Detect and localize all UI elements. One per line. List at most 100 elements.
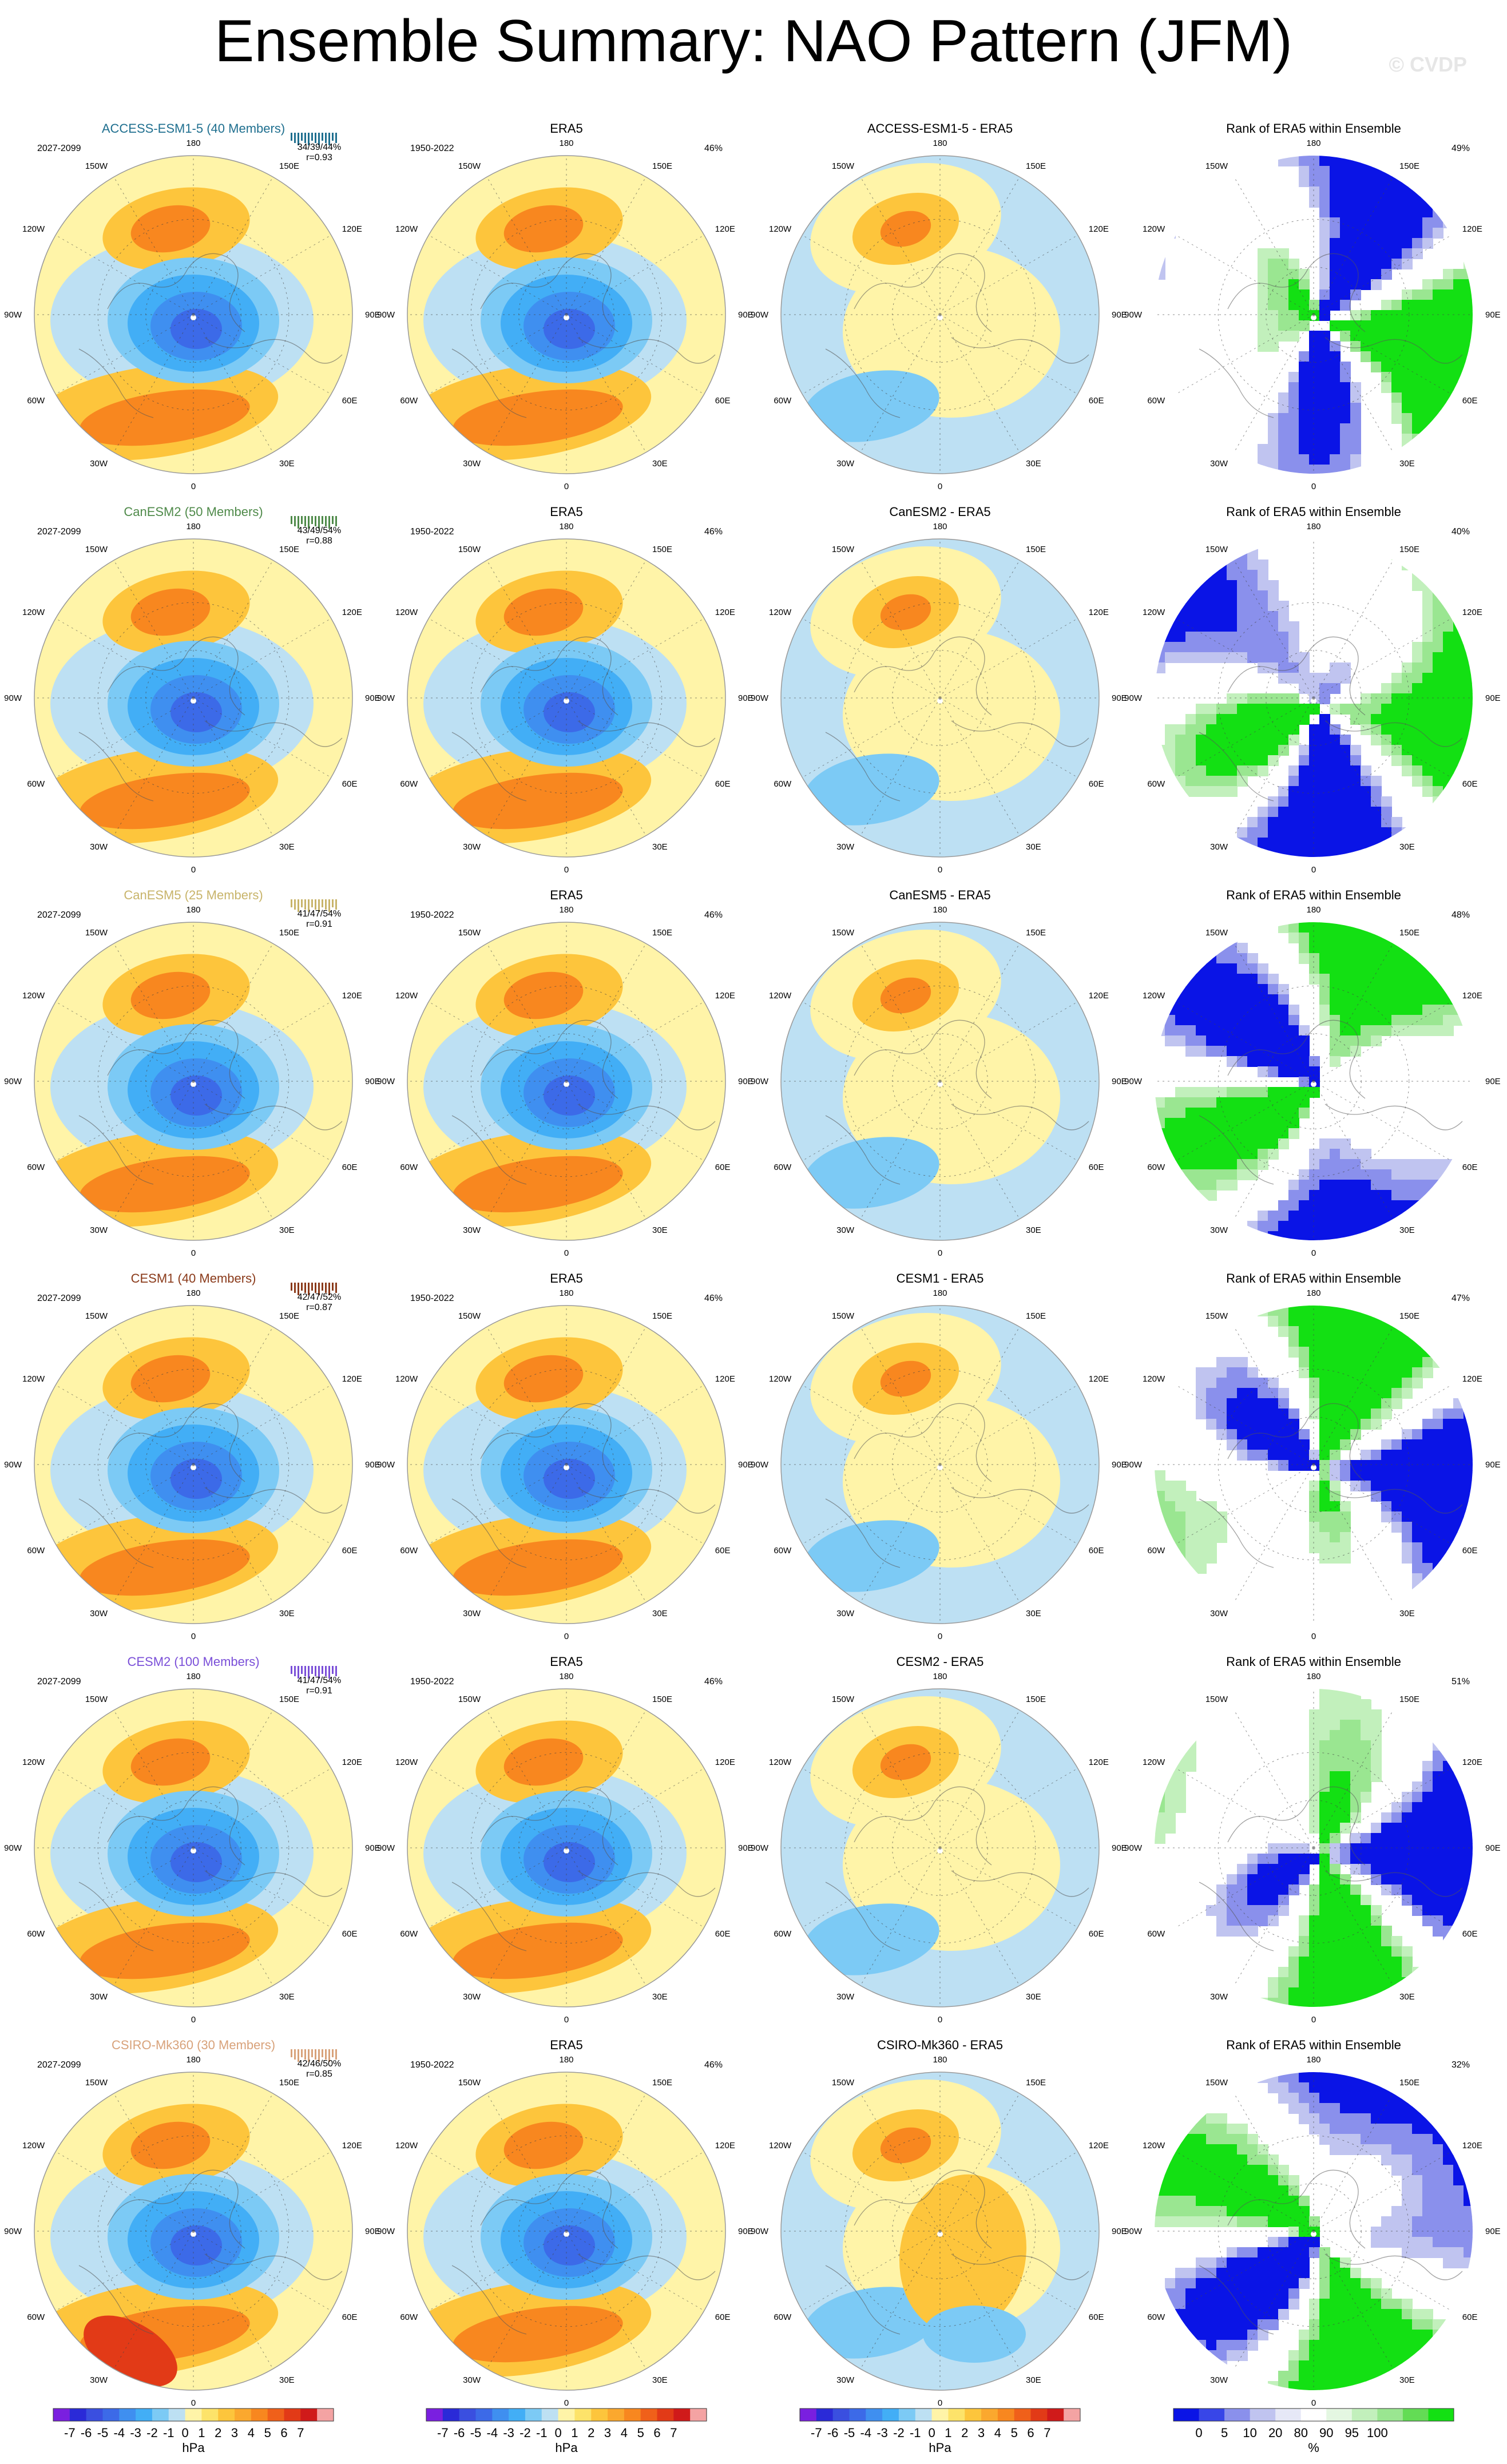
rank-cell — [1299, 1926, 1310, 1937]
meridian-line — [802, 2151, 941, 2232]
rank-cell — [1196, 2278, 1207, 2289]
member-strip — [291, 133, 292, 141]
rank-cell — [1340, 362, 1351, 372]
lon-label: 150E — [279, 545, 299, 554]
lon-label: 30E — [279, 1609, 295, 1618]
rank-cell — [1381, 187, 1392, 197]
rank-cell — [1319, 2288, 1330, 2299]
rank-cell — [1340, 1511, 1351, 1522]
rank-cell — [1443, 331, 1454, 342]
lon-label: 120E — [342, 608, 362, 617]
rank-cell — [1371, 2350, 1382, 2361]
rank-cell — [1299, 1231, 1310, 1240]
lon-label: 120W — [769, 1374, 792, 1384]
rank-cell — [1288, 1864, 1299, 1875]
rank-cell — [1350, 1936, 1361, 1947]
meridian-line — [1313, 560, 1394, 699]
lon-label: 30W — [463, 459, 481, 469]
rank-cell — [1299, 176, 1310, 187]
rank-cell — [1412, 745, 1423, 756]
rank-cell — [1443, 1709, 1454, 1720]
rank-cell — [1247, 953, 1258, 964]
rank-cell — [1227, 2299, 1238, 2310]
rank-cell — [1319, 1792, 1330, 1803]
colorbar-swatch — [640, 2409, 658, 2421]
lon-label: 90E — [1485, 1460, 1501, 1470]
rank-cell — [1299, 454, 1310, 465]
member-strip — [308, 2049, 310, 2062]
rank-cell — [1196, 1087, 1207, 1098]
rank-cell — [1422, 217, 1433, 228]
rank-cell — [1443, 1306, 1454, 1316]
rank-cell — [1433, 1211, 1443, 1221]
lon-label: 60W — [774, 779, 792, 789]
rank-cell — [1278, 156, 1289, 166]
rank-cell — [1258, 341, 1268, 352]
lon-label: 180 — [1306, 138, 1320, 148]
rank-cell — [1361, 1998, 1371, 2007]
rank-cell — [1319, 423, 1330, 434]
rank-cell — [1381, 2134, 1392, 2145]
rank-cell — [1340, 1884, 1351, 1895]
colorbar-tick: 2 — [215, 2426, 221, 2440]
rank-cell — [1361, 1699, 1371, 1710]
rank-cell — [1247, 580, 1258, 591]
coastline — [1324, 1870, 1463, 1897]
rank-cell — [1453, 2247, 1464, 2258]
panel-title: CESM2 - ERA5 — [897, 1654, 984, 1669]
rank-cell — [1206, 786, 1217, 797]
rank-cell — [1422, 1854, 1433, 1864]
rank-cell — [1319, 259, 1330, 269]
parallel-line — [97, 1368, 289, 1561]
rank-cell — [1422, 2360, 1433, 2371]
rank-cell — [1422, 2154, 1433, 2165]
rank-cell — [1299, 444, 1310, 455]
rank-cell — [1155, 1563, 1165, 1574]
meridian-line — [939, 1001, 1078, 1082]
rank-cell — [1185, 943, 1196, 954]
lon-label: 120E — [342, 1374, 362, 1384]
colorbar-swatch — [317, 2409, 334, 2421]
rank-cell — [1268, 1138, 1279, 1149]
rank-cell — [1309, 392, 1320, 403]
rank-cell — [1443, 621, 1454, 632]
rank-cell — [1381, 724, 1392, 735]
rank-cell — [1453, 382, 1464, 393]
pole-marker — [937, 1081, 943, 1087]
rank-cell — [1278, 269, 1289, 280]
rank-cell — [1330, 704, 1341, 715]
rank-cell — [1299, 1429, 1310, 1440]
map-panel: Rank of ERA5 within Ensemble40%180150E12… — [1124, 505, 1501, 875]
colorbar-swatch — [948, 2409, 965, 2421]
rank-cell — [1433, 454, 1443, 465]
rank-cell — [1155, 1118, 1165, 1129]
rank-cell — [1268, 1128, 1279, 1139]
member-strip — [298, 516, 299, 529]
rank-cell — [1165, 187, 1176, 197]
rank-cell — [1422, 1326, 1433, 1337]
rank-cell — [1350, 1884, 1361, 1895]
rank-cell — [1227, 2216, 1238, 2227]
rank-cell — [1464, 704, 1473, 715]
rank-cell — [1422, 331, 1433, 342]
meridian-line — [1313, 1001, 1452, 1082]
coastlines — [825, 636, 1089, 802]
rank-cell — [1361, 2319, 1371, 2330]
rank-cell — [1402, 1542, 1413, 1553]
rank-cell — [1288, 652, 1299, 663]
lon-label: 150W — [832, 161, 855, 171]
rank-cell — [1361, 156, 1371, 166]
rank-cell — [1330, 1460, 1341, 1471]
rank-cell — [1433, 228, 1443, 239]
rank-cell — [1391, 248, 1402, 259]
meridian-line — [802, 1768, 941, 1848]
rank-cell — [1464, 2093, 1473, 2104]
colorbar-swatch — [492, 2409, 509, 2421]
rank-cell — [1433, 2227, 1443, 2237]
rank-cell — [1185, 724, 1196, 735]
lon-label: 90E — [1485, 693, 1501, 703]
rank-cell — [1402, 1823, 1413, 1834]
rank-cell — [1402, 1967, 1413, 1978]
rank-cell — [1309, 1398, 1320, 1409]
